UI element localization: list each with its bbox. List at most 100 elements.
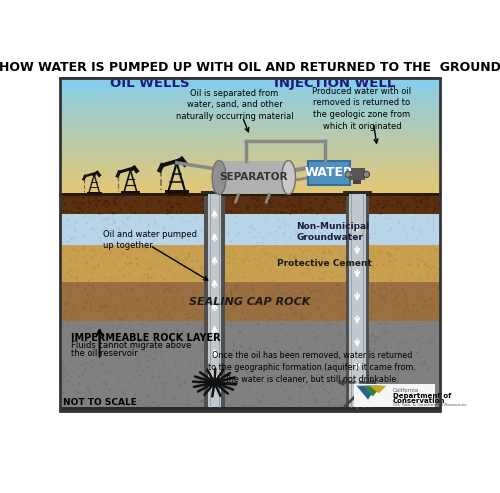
Bar [60,149,440,152]
Bar [60,78,440,411]
Bar [60,115,440,118]
Bar [60,129,440,132]
Text: Non-Municipal
Groundwater: Non-Municipal Groundwater [296,222,370,242]
Bar [60,91,440,94]
Polygon shape [370,386,386,393]
Bar [60,157,440,160]
Bar [60,185,440,187]
Bar [86,192,102,194]
Bar [60,179,440,181]
Text: SEALING CAP ROCK: SEALING CAP ROCK [190,297,310,308]
Bar [60,81,440,84]
Text: Conservation: Conservation [392,398,445,404]
Bar [60,131,440,134]
Bar [60,105,440,108]
Bar [60,321,440,407]
Bar [60,155,440,158]
Bar [60,246,440,282]
Bar [346,193,369,407]
Bar [60,103,440,106]
Bar [60,85,440,88]
Bar [60,193,440,196]
Bar [60,93,440,96]
Bar [60,407,440,411]
Bar [204,193,225,407]
Bar [60,109,440,112]
Circle shape [345,171,351,177]
Text: Once the oil has been removed, water is returned
to the geographic formation (aq: Once the oil has been removed, water is … [208,351,416,384]
Text: NOT TO SCALE: NOT TO SCALE [64,398,137,407]
Bar [60,77,440,80]
Bar [60,133,440,136]
Bar [60,107,440,110]
Bar [60,165,440,168]
Bar [60,169,440,172]
Bar [60,111,440,114]
Text: SEPARATOR: SEPARATOR [220,173,288,182]
Bar [60,83,440,86]
Bar [60,282,440,321]
Bar [60,151,440,154]
Bar [60,195,440,198]
Text: Oil, Gas, & Geothermal Resources: Oil, Gas, & Geothermal Resources [392,403,466,407]
Bar [60,79,440,82]
Bar [60,97,440,100]
Text: Department of: Department of [392,393,451,399]
Bar [60,141,440,144]
Bar [60,167,440,170]
Bar [60,163,440,166]
Text: HOW WATER IS PUMPED UP WITH OIL AND RETURNED TO THE  GROUND: HOW WATER IS PUMPED UP WITH OIL AND RETU… [0,61,500,73]
Bar [60,125,440,128]
Bar [60,159,440,162]
Bar [60,147,440,150]
Bar [350,168,365,180]
Bar [60,173,440,176]
Bar [354,180,361,184]
Bar [60,135,440,138]
Bar [60,183,440,185]
Bar [354,384,435,407]
Bar [60,123,440,126]
Bar [208,193,222,407]
Bar [60,117,440,120]
Bar [121,191,140,194]
Text: OIL WELLS: OIL WELLS [110,77,190,90]
Circle shape [212,380,218,386]
Bar [60,175,440,177]
Bar [60,89,440,92]
Bar [348,193,366,407]
Bar [342,191,372,194]
Bar [164,190,189,194]
Bar [60,189,440,192]
Bar [60,177,440,179]
Bar [60,113,440,116]
Bar [219,161,288,194]
Polygon shape [364,386,382,396]
Bar [60,191,440,194]
Ellipse shape [212,161,226,194]
Bar [60,101,440,104]
Text: Oil is separated from
water, sand, and other
naturally occurring material: Oil is separated from water, sand, and o… [176,89,294,121]
Text: Produced water with oil
removed is returned to
the geologic zone from
which it o: Produced water with oil removed is retur… [312,87,412,131]
Ellipse shape [282,161,296,194]
Circle shape [364,171,370,177]
Bar [60,87,440,90]
Bar [60,145,440,148]
Bar [60,95,440,98]
Polygon shape [356,386,378,400]
Bar [60,187,440,189]
Bar [60,214,440,246]
Text: Oil and water pumped
up together: Oil and water pumped up together [104,230,198,250]
Bar [60,193,440,214]
Bar [60,181,440,183]
Bar [60,137,440,140]
Text: INJECTION WELL: INJECTION WELL [274,77,396,90]
Bar [60,153,440,156]
Bar [60,127,440,130]
Text: Fluids cannot migrate above: Fluids cannot migrate above [71,341,192,350]
Bar [60,161,440,164]
Text: California: California [392,388,419,393]
Bar [60,171,440,174]
Bar [60,99,440,102]
Bar [60,121,440,124]
